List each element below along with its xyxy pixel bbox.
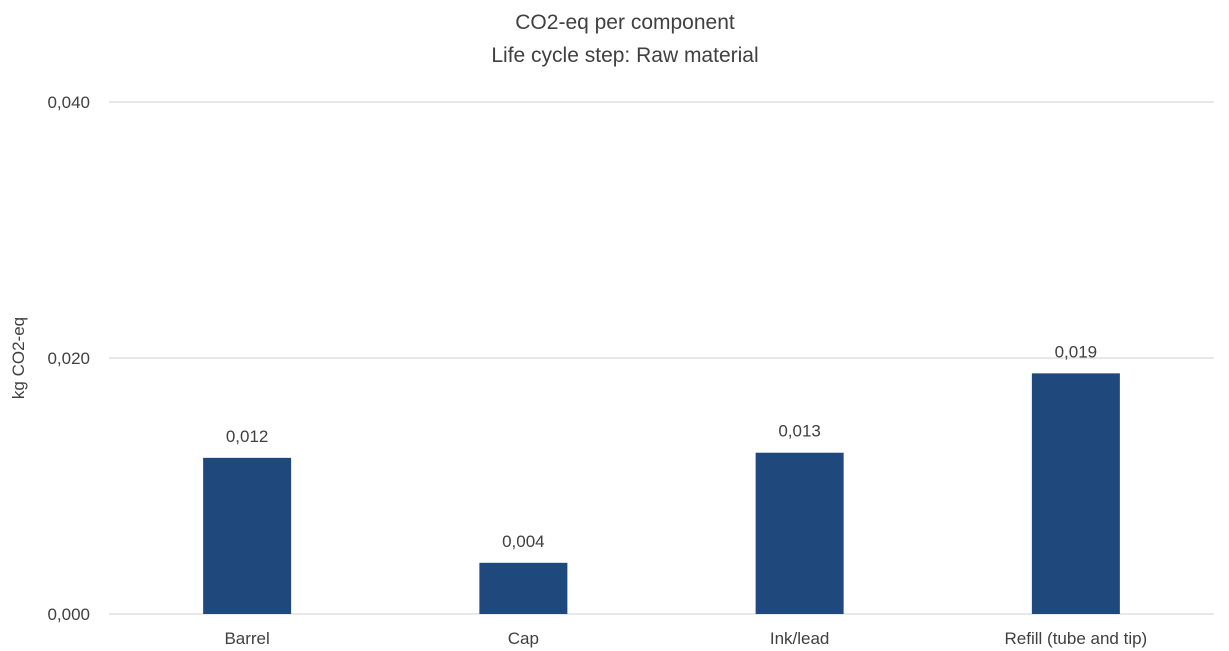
bars [203, 373, 1120, 614]
chart-title: CO2-eq per component [515, 11, 735, 34]
bar [755, 452, 844, 614]
x-axis-ticks: Barrel Cap Ink/lead Refill (tube and tip) [224, 629, 1147, 648]
y-tick-label: 0,000 [47, 605, 90, 624]
gridlines [109, 101, 1214, 615]
x-tick-label: Refill (tube and tip) [1005, 629, 1148, 648]
x-tick-label: Cap [508, 629, 539, 648]
data-label: 0,019 [1055, 342, 1098, 361]
y-axis-ticks: 0,000 0,020 0,040 [47, 93, 90, 624]
y-axis-label: kg CO2-eq [9, 317, 28, 399]
bar [479, 562, 568, 614]
x-tick-label: Barrel [224, 629, 269, 648]
y-tick-label: 0,020 [47, 349, 90, 368]
chart-subtitle: Life cycle step: Raw material [491, 44, 758, 67]
data-labels: 0,012 0,004 0,013 0,019 [226, 342, 1097, 550]
bar [1031, 373, 1120, 614]
bar [203, 457, 292, 614]
data-label: 0,013 [778, 422, 821, 441]
data-label: 0,012 [226, 427, 269, 446]
x-tick-label: Ink/lead [770, 629, 830, 648]
data-label: 0,004 [502, 532, 545, 551]
y-tick-label: 0,040 [47, 93, 90, 112]
